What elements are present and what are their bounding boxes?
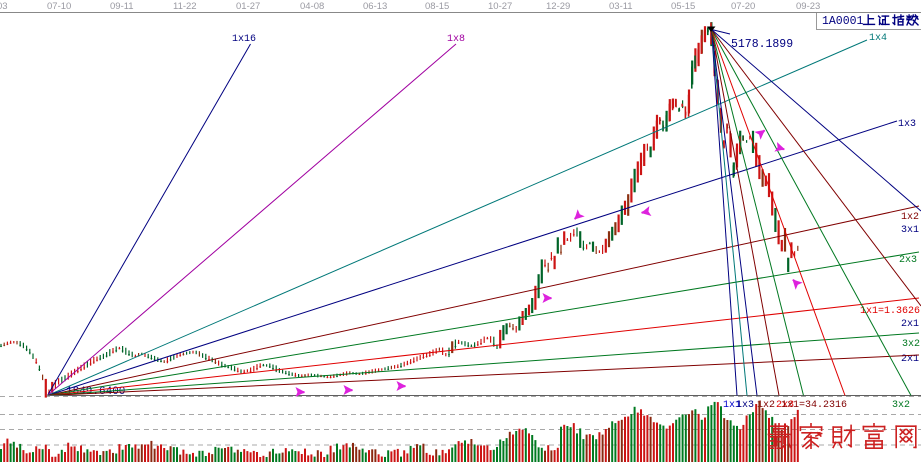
svg-text:1x4: 1x4 — [869, 33, 887, 44]
svg-text:1x1=34.2316: 1x1=34.2316 — [781, 400, 847, 411]
svg-text:5178.1899: 5178.1899 — [731, 38, 793, 51]
svg-text:1x2: 1x2 — [757, 400, 775, 411]
svg-text:1x3: 1x3 — [898, 119, 916, 130]
svg-text:3x1: 3x1 — [901, 225, 919, 236]
svg-text:3x2: 3x2 — [892, 400, 910, 411]
svg-text:1x2: 1x2 — [901, 212, 919, 223]
svg-text:1x1: 1x1 — [723, 400, 741, 411]
svg-text:2x1: 2x1 — [901, 319, 919, 330]
svg-text:2x3: 2x3 — [899, 255, 917, 266]
svg-text:1x16: 1x16 — [232, 34, 256, 45]
svg-text:2x1: 2x1 — [901, 354, 919, 365]
svg-text:1x1=1.3626: 1x1=1.3626 — [860, 306, 920, 317]
svg-text:3x2: 3x2 — [902, 339, 920, 350]
svg-text:1x3: 1x3 — [736, 400, 754, 411]
svg-text:1x8: 1x8 — [447, 34, 465, 45]
svg-text:2x3: 2x3 — [776, 400, 794, 411]
